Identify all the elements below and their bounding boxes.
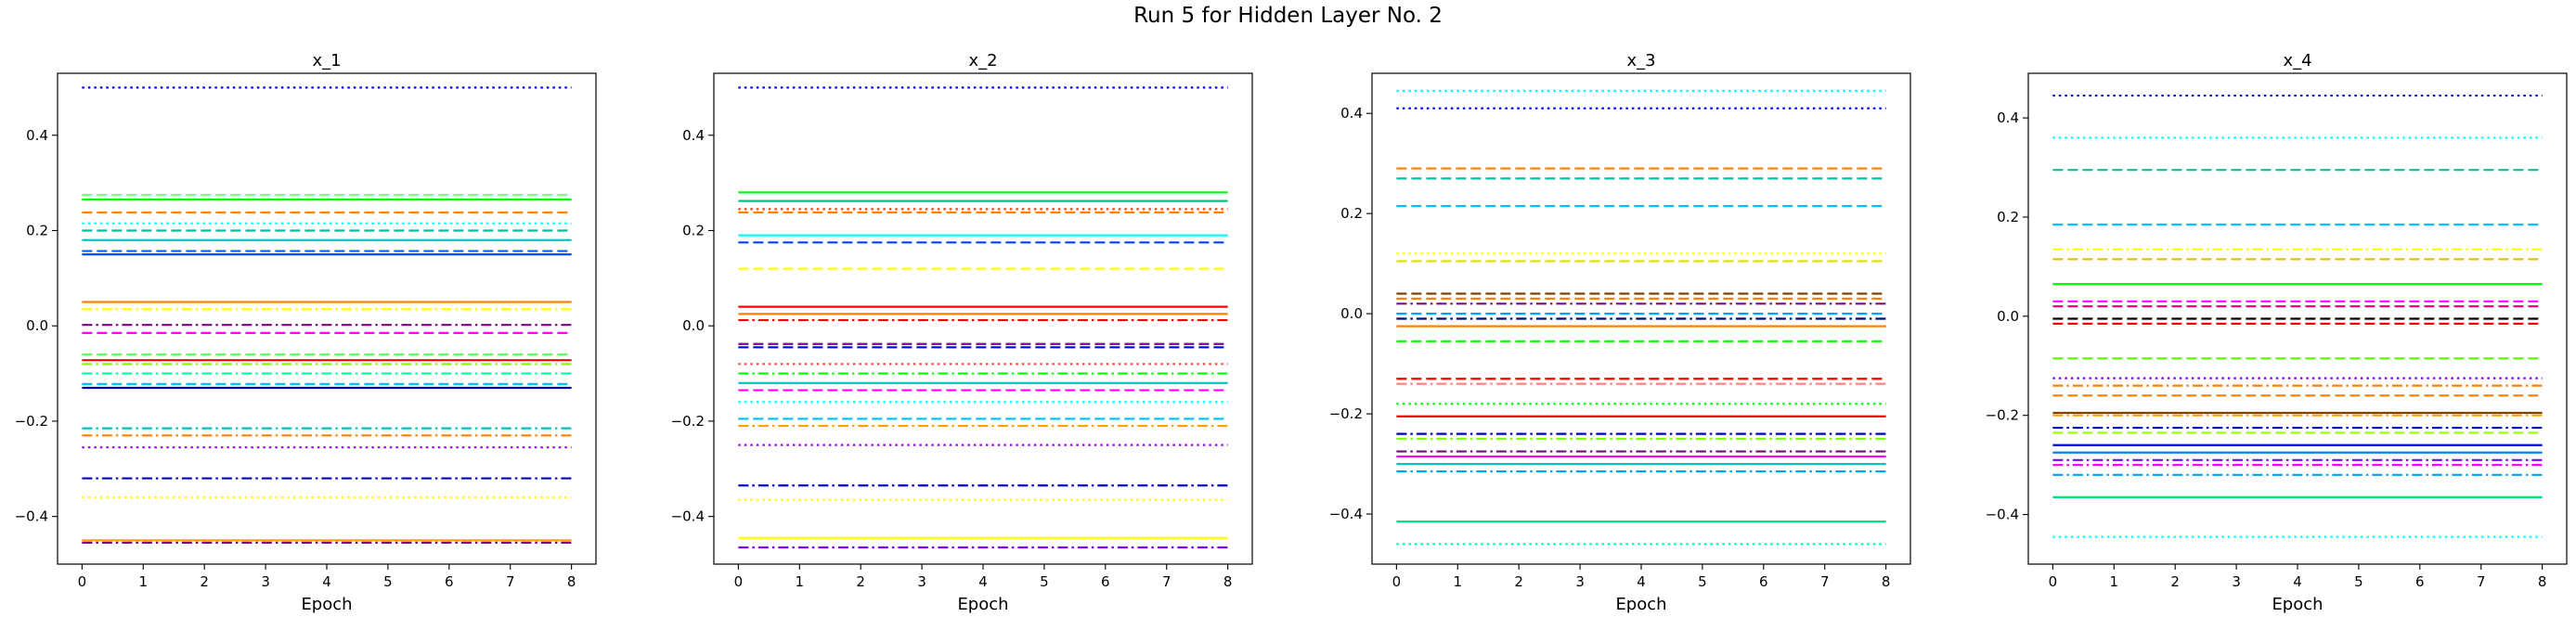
plot-2-xlabel: Epoch bbox=[957, 595, 1008, 614]
plot-3-ytick-label-5: 0.4 bbox=[1340, 105, 1363, 122]
plot-4-xtick-label-8: 8 bbox=[2538, 573, 2547, 590]
plot-3-ytick-label-4: 0.2 bbox=[1340, 205, 1363, 222]
plot-1-xtick-label-8: 8 bbox=[567, 573, 576, 590]
plot-2-ytick-label-2: −0.2 bbox=[671, 413, 705, 430]
plot-4-xtick-label-1: 1 bbox=[2109, 573, 2118, 590]
plot-3-xlabel: Epoch bbox=[1615, 595, 1666, 614]
plot-1-title: x_1 bbox=[312, 51, 341, 71]
plot-3-xtick-label-6: 6 bbox=[1759, 573, 1768, 590]
plot-1-xtick-label-3: 3 bbox=[261, 573, 270, 590]
plot-3-xtick-label-3: 3 bbox=[1575, 573, 1585, 590]
plot-2-ytick-label-3: 0.0 bbox=[682, 317, 705, 334]
plot-4-ytick-label-1: −0.4 bbox=[1986, 507, 2019, 523]
plot-2-xtick-label-5: 5 bbox=[1040, 573, 1049, 590]
plot-1-ytick-label-5: 0.4 bbox=[26, 127, 48, 144]
plot-4-ytick-label-4: 0.2 bbox=[1997, 209, 2019, 225]
plot-1-xtick-label-5: 5 bbox=[383, 573, 393, 590]
plot-1-ytick-label-2: −0.2 bbox=[15, 413, 48, 430]
plot-1-xtick-label-6: 6 bbox=[445, 573, 454, 590]
figure-suptitle: Run 5 for Hidden Layer No. 2 bbox=[1133, 4, 1443, 28]
plot-3-xtick-label-5: 5 bbox=[1698, 573, 1707, 590]
plot-2-ytick-label-4: 0.2 bbox=[682, 222, 705, 238]
plot-3-title: x_3 bbox=[1626, 51, 1655, 71]
plot-3-xtick-label-7: 7 bbox=[1820, 573, 1830, 590]
plot-4-xtick-label-0: 0 bbox=[2049, 573, 2058, 590]
plot-2-xtick-label-6: 6 bbox=[1101, 573, 1110, 590]
plot-2-xtick-label-8: 8 bbox=[1223, 573, 1233, 590]
plot-4-ytick-label-3: 0.0 bbox=[1997, 308, 2019, 325]
plot-1-axes-frame bbox=[57, 72, 597, 565]
plot-4-xlabel: Epoch bbox=[2272, 595, 2323, 614]
plot-2-title: x_2 bbox=[968, 51, 997, 71]
plot-3-xtick-label-2: 2 bbox=[1514, 573, 1523, 590]
plot-4-xtick-label-6: 6 bbox=[2415, 573, 2425, 590]
plot-2-xtick-label-3: 3 bbox=[917, 573, 926, 590]
plot-2-ytick-label-5: 0.4 bbox=[682, 127, 705, 144]
plot-4-xtick-label-5: 5 bbox=[2354, 573, 2363, 590]
plot-2-xtick-label-1: 1 bbox=[795, 573, 804, 590]
plot-2-ytick-label-1: −0.4 bbox=[671, 508, 705, 525]
plot-1-xtick-label-1: 1 bbox=[138, 573, 148, 590]
plot-4-ytick-label-5: 0.4 bbox=[1997, 109, 2019, 126]
plot-4-xtick-label-3: 3 bbox=[2232, 573, 2241, 590]
plot-3-ytick-label-3: 0.0 bbox=[1340, 305, 1363, 322]
plot-4-xtick-label-2: 2 bbox=[2170, 573, 2180, 590]
plot-3-xtick-label-8: 8 bbox=[1882, 573, 1891, 590]
plot-1-xtick-label-4: 4 bbox=[322, 573, 331, 590]
plot-1-xlabel: Epoch bbox=[301, 595, 352, 614]
plot-2-xtick-label-2: 2 bbox=[856, 573, 865, 590]
plot-1-xtick-label-2: 2 bbox=[200, 573, 209, 590]
plot-3-ytick-label-2: −0.2 bbox=[1329, 405, 1363, 422]
plot-4-title: x_4 bbox=[2283, 51, 2311, 71]
plot-3-xtick-label-4: 4 bbox=[1637, 573, 1646, 590]
plot-3-xtick-label-1: 1 bbox=[1453, 573, 1462, 590]
plot-4-xtick-label-4: 4 bbox=[2293, 573, 2302, 590]
plot-2-axes-frame bbox=[713, 72, 1253, 565]
plot-1-ytick-label-3: 0.0 bbox=[26, 317, 48, 334]
plot-3-xtick-label-0: 0 bbox=[1392, 573, 1402, 590]
plot-1-xtick-label-0: 0 bbox=[78, 573, 87, 590]
plot-1-xtick-label-7: 7 bbox=[506, 573, 515, 590]
plot-2-xtick-label-4: 4 bbox=[978, 573, 988, 590]
plot-1-ytick-label-1: −0.4 bbox=[15, 508, 48, 525]
plot-3-ytick-label-1: −0.4 bbox=[1329, 506, 1363, 522]
plot-1-ytick-label-4: 0.2 bbox=[26, 222, 48, 238]
plot-2-xtick-label-7: 7 bbox=[1162, 573, 1171, 590]
plot-4-ytick-label-2: −0.2 bbox=[1986, 407, 2019, 424]
plot-2-xtick-label-0: 0 bbox=[734, 573, 744, 590]
plot-4-xtick-label-7: 7 bbox=[2477, 573, 2486, 590]
